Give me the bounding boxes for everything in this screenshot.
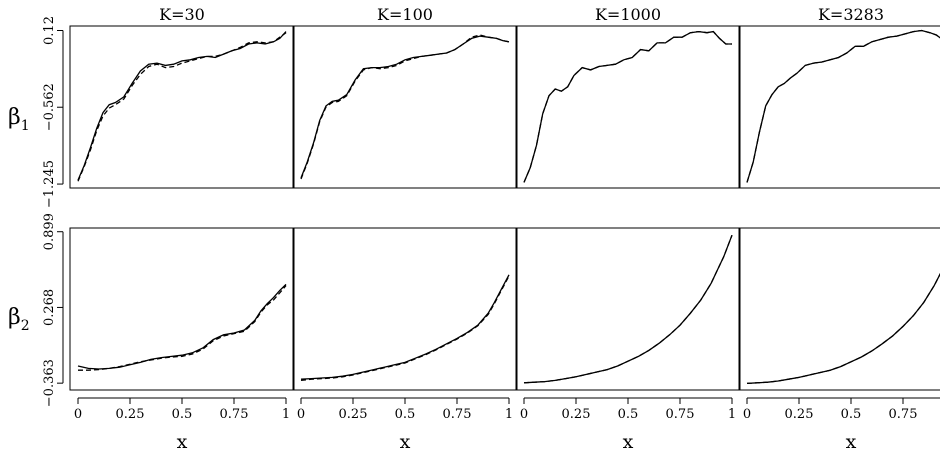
y-tick-label: −0.562 — [42, 83, 57, 131]
x-tick-label: 1 — [282, 407, 290, 422]
dashed-curve — [523, 234, 733, 384]
panels: −1.245 −0.562 0.12 −0.363 0.268 0.899 0 0.25 0.5… — [42, 16, 940, 453]
y-tick-label: 0.268 — [42, 289, 57, 326]
row-label-subscript: 1 — [21, 118, 30, 134]
solid-curve — [746, 272, 940, 385]
x-tick-label: 0.25 — [339, 407, 368, 422]
dashed-curve — [746, 29, 940, 183]
x-tick-label: 0.75 — [889, 407, 918, 422]
panel — [515, 25, 741, 189]
panel: −1.245 −0.562 0.12 — [42, 16, 295, 208]
y-tick-label: 0.899 — [42, 213, 57, 250]
plot-frame — [515, 227, 741, 391]
x-tick-label: 0.5 — [841, 407, 862, 422]
column-title: K=1000 — [595, 5, 661, 24]
solid-curve — [746, 29, 940, 183]
plot-frame — [292, 25, 518, 189]
y-tick-label: −1.245 — [42, 160, 57, 208]
x-tick-label: 1 — [505, 407, 513, 422]
column-title: K=3283 — [818, 5, 884, 24]
plot-frame — [738, 227, 940, 391]
row-label-beta2: β2 — [8, 305, 30, 334]
x-tick-label: 0.75 — [443, 407, 472, 422]
solid-curve — [77, 283, 287, 370]
x-tick-label: 0 — [74, 407, 82, 422]
x-axis-label: x — [177, 431, 188, 453]
column-title: K=30 — [159, 5, 205, 24]
y-tick-label: 0.12 — [42, 16, 57, 45]
x-tick-label: 0.25 — [785, 407, 814, 422]
dashed-curve — [300, 34, 510, 180]
plot-frame — [292, 227, 518, 391]
dashed-curve — [523, 30, 732, 183]
x-tick-label: 0 — [297, 407, 305, 422]
x-tick-label: 0.5 — [618, 407, 639, 422]
y-tick-label: −0.363 — [42, 359, 57, 407]
dashed-curve — [300, 275, 510, 382]
panel: 0 0.25 0.5 0.75 1 x — [515, 227, 741, 453]
x-tick-label: 0.75 — [666, 407, 695, 422]
row-label-symbol: β — [8, 305, 21, 330]
x-tick-label: 0 — [520, 407, 528, 422]
x-axis-label: x — [623, 431, 634, 453]
dashed-curve — [78, 285, 287, 371]
x-axis-label: x — [400, 431, 411, 453]
solid-curve — [77, 31, 287, 181]
solid-curve — [300, 35, 510, 179]
x-tick-label: 0 — [743, 407, 751, 422]
x-tick-label: 1 — [728, 407, 736, 422]
x-tick-label: 0.25 — [116, 407, 145, 422]
row-labels: β1 β2 — [8, 105, 30, 334]
dashed-curve — [746, 272, 940, 385]
row-label-subscript: 2 — [21, 318, 30, 334]
x-tick-label: 0.25 — [562, 407, 591, 422]
x-tick-label: 0.5 — [395, 407, 416, 422]
panel — [292, 25, 518, 189]
x-tick-label: 0.5 — [172, 407, 193, 422]
row-label-beta1: β1 — [8, 105, 30, 134]
plot-frame — [69, 25, 295, 189]
plot-frame — [738, 25, 940, 189]
column-titles: K=30 K=100 K=1000 K=3283 — [159, 5, 884, 24]
panel: 0 0.25 0.5 0.75 1 x — [292, 227, 518, 453]
x-axis-label: x — [846, 431, 857, 453]
column-title: K=100 — [377, 5, 433, 24]
panel — [738, 25, 940, 189]
panel: −0.363 0.268 0.899 0 0.25 0.5 0.75 1 x — [42, 213, 295, 453]
solid-curve — [523, 30, 732, 183]
plot-frame — [515, 25, 741, 189]
row-label-symbol: β — [8, 105, 21, 130]
dashed-curve — [77, 32, 287, 182]
plot-frame — [69, 227, 295, 391]
x-tick-label: 0.75 — [220, 407, 249, 422]
